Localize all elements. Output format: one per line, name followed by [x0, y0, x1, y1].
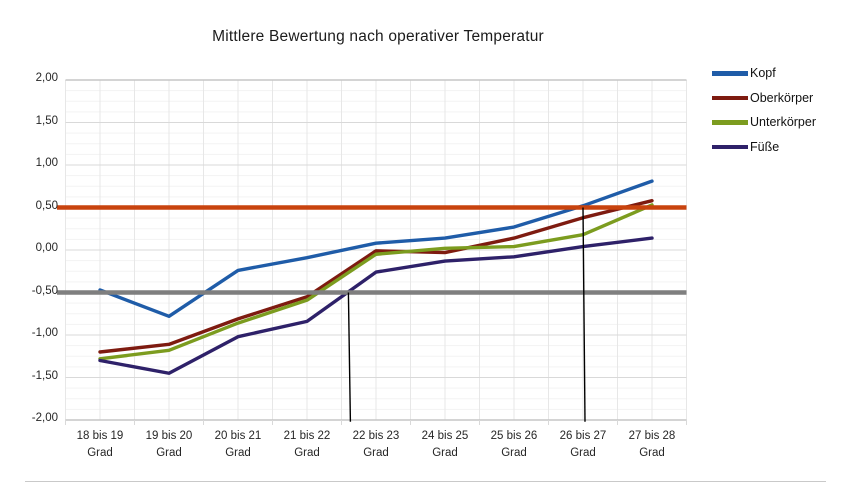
x-axis-label: 19 bis 20 Grad — [134, 428, 204, 463]
legend-label: Oberkörper — [750, 90, 814, 105]
y-axis-label: -1,00 — [31, 327, 58, 339]
series-line-unterkörper — [98, 203, 654, 361]
x-axis-label-unit: Grad — [639, 447, 665, 460]
x-axis-label-unit: Grad — [432, 447, 458, 460]
x-axis-label: 26 bis 27 Grad — [548, 428, 618, 463]
legend-item: Unterkörper — [712, 110, 816, 135]
series-lines — [98, 179, 654, 375]
legend-label: Kopf — [750, 66, 776, 81]
legend-swatch — [712, 144, 748, 149]
series-line-kopf — [98, 179, 654, 318]
y-axis-label: -1,50 — [31, 369, 58, 382]
x-axis-label: 25 bis 26 Grad — [479, 428, 549, 463]
legend-label: Füße — [750, 139, 780, 154]
x-axis-label-range: 18 bis 19 — [76, 430, 124, 442]
x-axis-label-unit: Grad — [87, 447, 113, 460]
bottom-divider — [25, 481, 826, 482]
x-axis-label-range: 20 bis 21 — [214, 430, 262, 442]
legend-label: Unterkörper — [750, 115, 816, 130]
y-axis-label: -2,00 — [31, 412, 58, 424]
vertical-marker-2 — [582, 207, 586, 422]
x-axis-label-range: 22 bis 23 — [352, 430, 400, 442]
y-axis-label: 0,00 — [35, 242, 58, 254]
x-axis-label-range: 27 bis 28 — [628, 430, 676, 442]
legend-swatch — [712, 71, 748, 76]
legend-item: Füße — [712, 135, 816, 160]
x-axis-label: 27 bis 28 Grad — [617, 428, 687, 463]
x-axis-label-unit: Grad — [294, 447, 320, 460]
x-axis-label-range: 21 bis 22 — [283, 430, 331, 442]
legend-swatch — [712, 95, 748, 100]
annotation-markers — [347, 207, 586, 422]
x-axis-label-range: 25 bis 26 — [490, 430, 538, 442]
x-axis-label-range: 19 bis 20 — [145, 430, 193, 442]
vertical-marker-1 — [347, 292, 352, 422]
y-axis-label: 1,50 — [35, 114, 58, 127]
x-axis-label: 24 bis 25 Grad — [410, 428, 480, 463]
x-axis-label: 20 bis 21 Grad — [203, 428, 273, 463]
x-axis-label-range: 24 bis 25 — [421, 430, 469, 442]
x-axis-label: 21 bis 22 Grad — [272, 428, 342, 463]
x-axis-ticks — [65, 420, 687, 425]
x-axis-label-unit: Grad — [501, 447, 527, 460]
legend-item: Kopf — [712, 61, 816, 86]
x-axis-label-unit: Grad — [225, 447, 251, 460]
x-axis-label-unit: Grad — [363, 447, 389, 460]
legend-swatch — [712, 120, 748, 125]
series-line-oberkörper — [98, 198, 654, 354]
y-axis-label: 2,00 — [35, 72, 58, 84]
y-axis-label: 1,00 — [35, 157, 58, 169]
y-axis-label: -0,50 — [31, 284, 58, 297]
legend: Kopf Oberkörper Unterkörper Füße — [712, 61, 816, 159]
x-axis-label-unit: Grad — [570, 447, 596, 460]
reference-lines — [57, 205, 687, 295]
series-line-füße — [98, 236, 654, 375]
x-axis-label-range: 26 bis 27 — [559, 430, 607, 442]
chart-title: Mittlere Bewertung nach operativer Tempe… — [212, 28, 544, 45]
x-axis-label: 18 bis 19 Grad — [65, 428, 135, 463]
y-axis-label: 0,50 — [35, 199, 58, 212]
legend-item: Oberkörper — [712, 86, 816, 111]
x-axis-label-unit: Grad — [156, 447, 182, 460]
x-axis-label: 22 bis 23 Grad — [341, 428, 411, 463]
